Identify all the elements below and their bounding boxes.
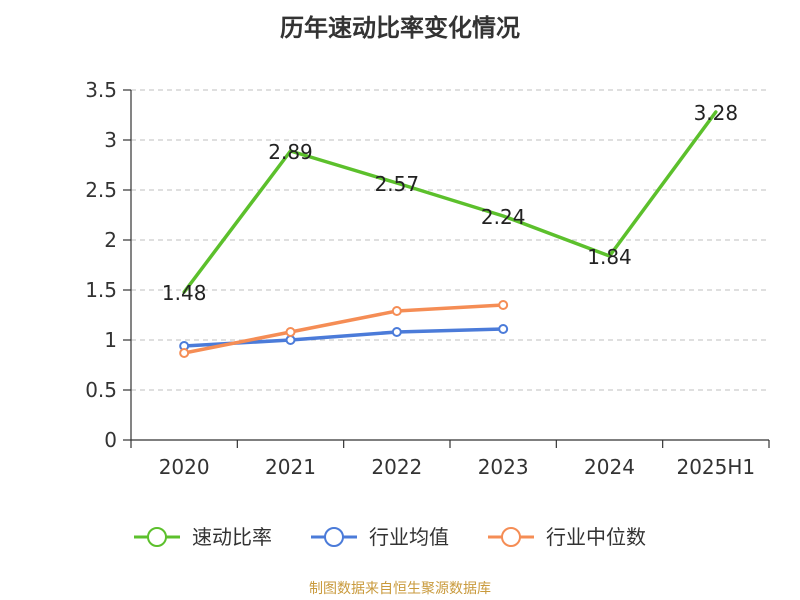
legend-label: 速动比率	[192, 525, 272, 549]
y-tick-label: 2.5	[85, 178, 117, 202]
data-label: 2.24	[481, 205, 526, 229]
y-tick-label: 3	[104, 128, 117, 152]
x-tick-label: 2022	[371, 455, 422, 479]
y-tick-label: 1.5	[85, 278, 117, 302]
series-line	[182, 303, 505, 355]
x-tick-label: 2023	[478, 455, 529, 479]
legend-swatch-marker	[324, 527, 344, 547]
legend-label: 行业均值	[369, 525, 449, 549]
data-point	[285, 327, 296, 337]
data-label: 2.57	[375, 172, 420, 196]
data-label: 1.48	[162, 281, 207, 305]
data-label: 3.28	[694, 101, 739, 125]
y-tick-label: 0.5	[85, 378, 117, 402]
axes: 0 0.5 1 1.5 2 2.5 3 3.5 2020 2021 2022 2023 2024 2025…	[85, 78, 770, 479]
legend-swatch-marker	[501, 527, 521, 547]
data-labels: 1.48 2.89 2.57 2.24 1.84 3.28	[162, 101, 738, 305]
y-tick-label: 3.5	[85, 78, 117, 102]
x-tick-label: 2024	[584, 455, 635, 479]
data-point	[391, 327, 402, 337]
x-tick-label: 2025H1	[676, 455, 755, 479]
y-tick-label: 2	[104, 228, 117, 252]
x-tick-label: 2020	[159, 455, 210, 479]
series-lines	[179, 110, 718, 358]
y-tick-label: 0	[104, 428, 117, 452]
gridlines	[131, 89, 769, 391]
data-point	[391, 306, 402, 316]
data-point	[285, 335, 296, 345]
x-tick-label: 2021	[265, 455, 316, 479]
data-label: 2.89	[268, 140, 313, 164]
legend-label: 行业中位数	[546, 525, 646, 549]
data-point	[179, 348, 190, 358]
data-label: 1.84	[587, 245, 632, 269]
source-note: 制图数据来自恒生聚源数据库	[309, 581, 491, 597]
legend-swatch-marker	[147, 527, 167, 547]
legend: 速动比率 行业均值 行业中位数	[134, 525, 646, 549]
data-point	[498, 300, 509, 310]
data-point	[498, 324, 509, 334]
series-line	[182, 110, 718, 294]
y-tick-label: 1	[104, 328, 117, 352]
chart-title: 历年速动比率变化情况	[280, 14, 520, 42]
